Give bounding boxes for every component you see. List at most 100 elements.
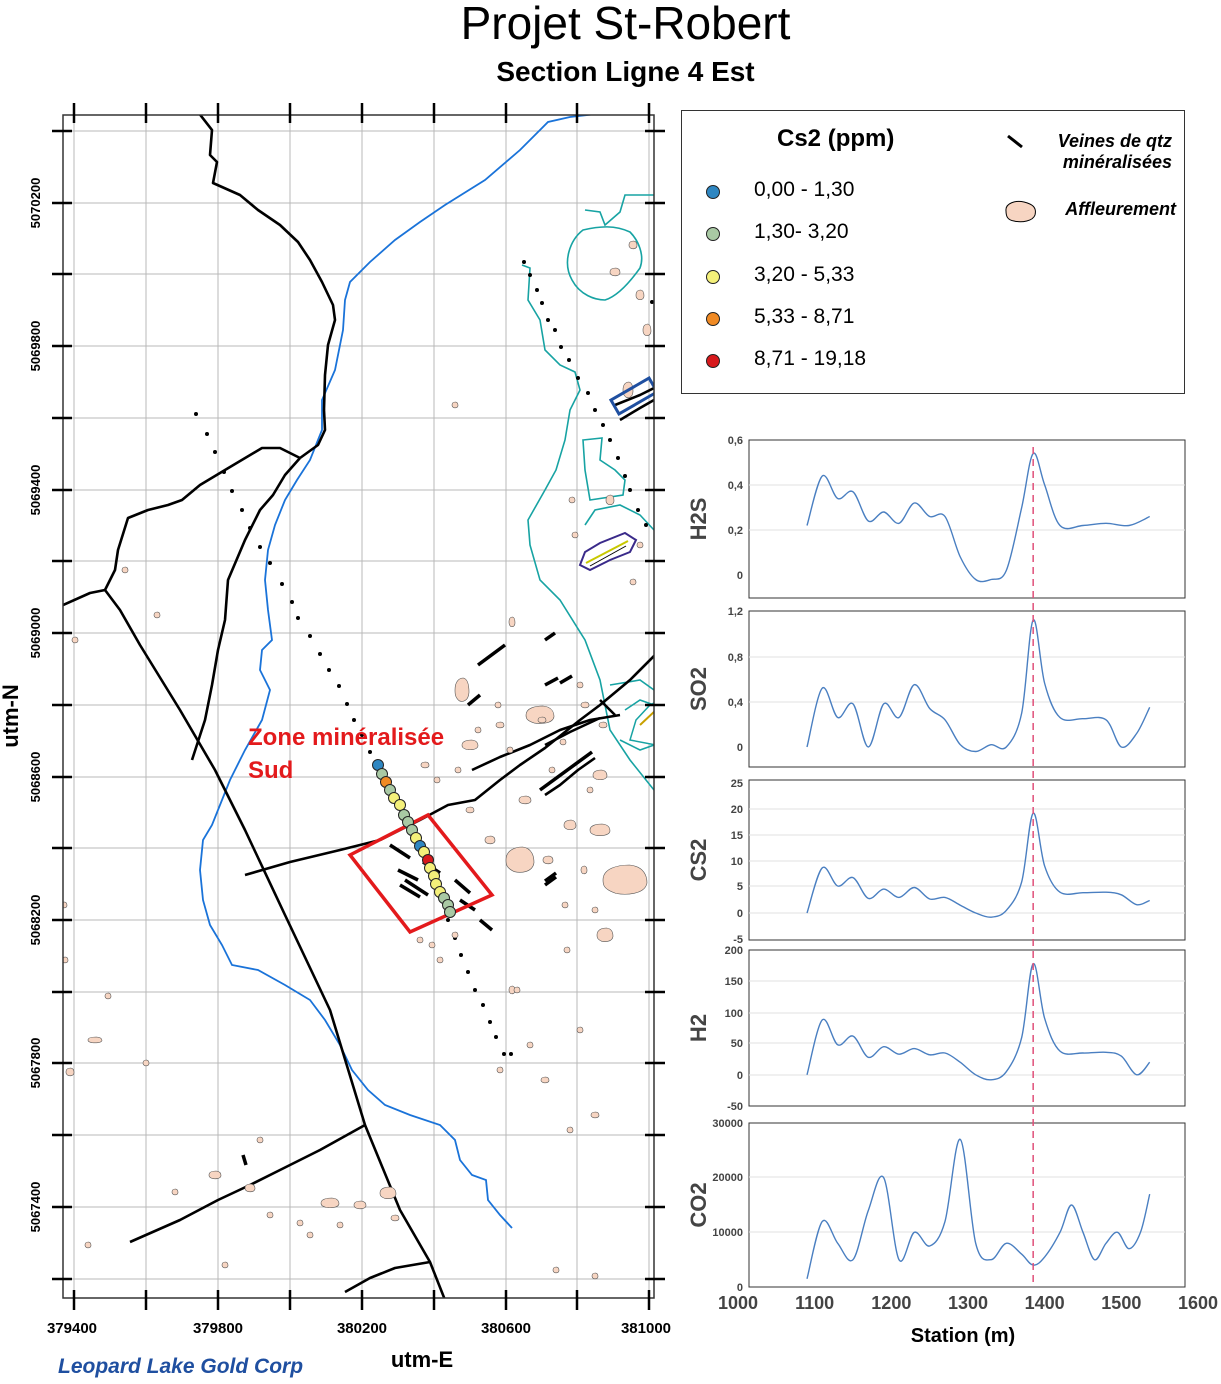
sample-points[interactable]	[372, 759, 456, 918]
outcrop	[540, 1076, 550, 1084]
traverse-point	[636, 508, 640, 512]
profile-y-label: SO2	[686, 667, 711, 711]
profile-chart-cs2: 25 20 15 10 5 0 -5 CS2	[686, 778, 1186, 946]
map-y-tick-label: 5069400	[28, 465, 43, 516]
traverse-point	[296, 616, 300, 620]
outcrop	[451, 401, 459, 409]
traverse-point	[473, 988, 477, 992]
legend-label: 1,30- 3,20	[754, 220, 849, 243]
profile-frame	[748, 439, 1186, 599]
profile-y-tick-label: 0,4	[728, 697, 744, 709]
outcrop	[542, 855, 554, 865]
zone-label: Zone minéralisée	[248, 724, 444, 751]
outcrop	[65, 1067, 75, 1077]
outcrop	[474, 726, 482, 734]
legend-swatch	[706, 312, 720, 326]
outcrop	[642, 323, 652, 336]
outcrop	[561, 901, 569, 909]
outcrop	[454, 677, 470, 702]
profile-y-tick-label: 0,4	[728, 480, 744, 492]
traverse-point	[327, 668, 331, 672]
outcrop	[266, 1211, 274, 1219]
outcrop	[589, 823, 611, 836]
profile-y-tick-label: 0	[737, 742, 743, 754]
traverse-point	[528, 273, 532, 277]
traverse-point	[205, 432, 209, 436]
profile-y-tick-label: 10	[731, 856, 743, 868]
station-tick-label: 1200	[871, 1293, 911, 1313]
profile-chart-h2: 200 150 100 50 0 -50 H2	[686, 945, 1186, 1113]
traverse-point	[280, 582, 284, 586]
station-tick-label: 1100	[795, 1293, 834, 1313]
outcrop	[390, 1214, 400, 1222]
profile-y-tick-label: 5	[737, 881, 743, 893]
traverse-point	[368, 750, 372, 754]
outcrop	[635, 289, 645, 301]
outcrop	[320, 1197, 340, 1209]
traverse-point	[608, 438, 612, 442]
outcrop	[495, 721, 505, 729]
traverse-point	[230, 489, 234, 493]
profile-y-tick-label: 0,6	[728, 435, 743, 447]
outcrop	[576, 681, 584, 689]
map-y-axis-label: utm-N	[0, 684, 23, 748]
outcrop	[121, 566, 129, 574]
outcrop	[605, 494, 615, 506]
zone-sud-outline[interactable]	[347, 812, 495, 935]
outcrop	[525, 705, 555, 724]
traverse-point	[540, 301, 544, 305]
claim-outline-blue	[608, 376, 654, 416]
traverse-point	[213, 450, 217, 454]
traverse-point	[601, 423, 605, 427]
traverse-point	[644, 523, 648, 527]
station-tick-label: 1500	[1101, 1293, 1141, 1313]
traverse-point	[546, 318, 550, 322]
outcrop	[518, 795, 532, 805]
map-y-tick-label: 5067800	[28, 1038, 43, 1089]
station-tick-label: 1000	[718, 1293, 758, 1313]
traverse-point	[567, 358, 571, 362]
traverse-point	[222, 470, 226, 474]
profile-y-tick-label: 200	[725, 945, 743, 957]
profile-y-tick-label: 100	[725, 1008, 743, 1020]
traverse-point	[576, 376, 580, 380]
traverse-point	[650, 300, 654, 304]
profile-y-tick-label: 15	[731, 830, 743, 842]
profile-y-tick-label: 50	[731, 1038, 743, 1050]
outcrop	[563, 819, 577, 831]
outcrop	[576, 1026, 584, 1034]
outcrop	[465, 806, 475, 814]
map-y-tick-label: 5068200	[28, 895, 43, 946]
traverse-point	[502, 1052, 506, 1056]
profile-y-label: CS2	[686, 839, 711, 882]
outcrop	[208, 1170, 222, 1180]
traverse-point	[446, 918, 450, 922]
sample-point[interactable]	[394, 799, 406, 811]
profile-y-tick-label: 150	[725, 976, 743, 988]
profile-line	[806, 619, 1151, 753]
map-x-axis-label: utm-E	[391, 1347, 453, 1372]
profile-y-tick-label: 30000	[712, 1118, 743, 1130]
profile-y-tick-label: -5	[733, 934, 743, 946]
map-y-tick-label: 5069800	[28, 321, 43, 372]
outcrop	[563, 946, 571, 954]
outcrop	[428, 941, 436, 949]
legend-label: 3,20 - 5,33	[754, 263, 855, 286]
sample-point[interactable]	[444, 906, 456, 918]
page-title: Projet St-Robert	[460, 0, 791, 49]
outcrop	[451, 931, 459, 939]
outcrop	[552, 1266, 560, 1274]
traverse-point	[459, 953, 463, 957]
traverse-point	[308, 634, 312, 638]
traverse-point	[268, 561, 272, 565]
station-tick-label: 1400	[1025, 1293, 1065, 1313]
outcrop	[580, 865, 588, 875]
outcrop	[71, 636, 79, 644]
outcrop	[596, 927, 614, 942]
profile-y-tick-label: 0,2	[728, 525, 743, 537]
legend-swatch	[706, 227, 720, 241]
map-x-tick-labels: 379400 379800 380200 380600 381000	[47, 1320, 671, 1337]
traverse-point	[345, 702, 349, 706]
